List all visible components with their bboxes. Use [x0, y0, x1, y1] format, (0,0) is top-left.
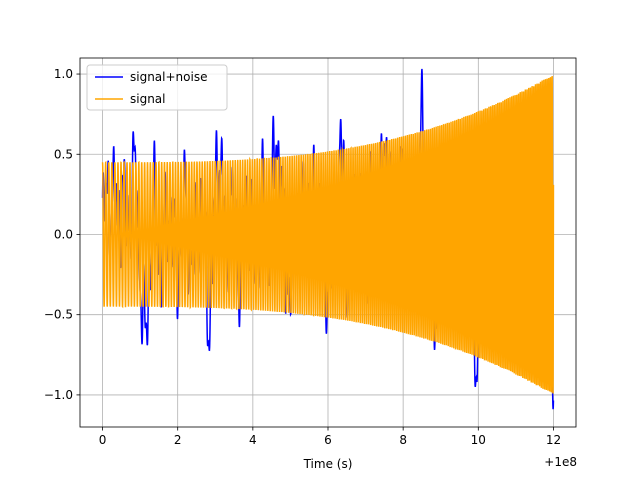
series-line-signal	[101, 76, 555, 394]
x-tick-label: 2	[174, 433, 182, 447]
x-tick-label: 6	[324, 433, 332, 447]
y-tick-label: 1.0	[54, 67, 73, 81]
series-container	[101, 68, 555, 410]
x-tick-label: 12	[546, 433, 561, 447]
y-tick-label: 0.0	[54, 227, 73, 241]
x-tick-label: 8	[399, 433, 407, 447]
y-tick-label: 0.5	[54, 147, 73, 161]
x-axis-label: Time (s)	[303, 457, 353, 471]
x-axis-offset-label: +1e8	[544, 455, 577, 469]
x-tick-label: 10	[471, 433, 486, 447]
y-tick-label: −0.5	[44, 308, 73, 322]
y-tick-label: −1.0	[44, 388, 73, 402]
plot-area: 0 2 4 6 8 10 12 −1.0 −0.5 0.0 0.5 1.0	[44, 57, 577, 447]
legend-label: signal	[130, 92, 166, 106]
x-tick-label: 0	[99, 433, 107, 447]
x-tick-label: 4	[249, 433, 257, 447]
legend-label: signal+noise	[130, 70, 207, 84]
legend: signal+noise signal	[86, 64, 228, 111]
